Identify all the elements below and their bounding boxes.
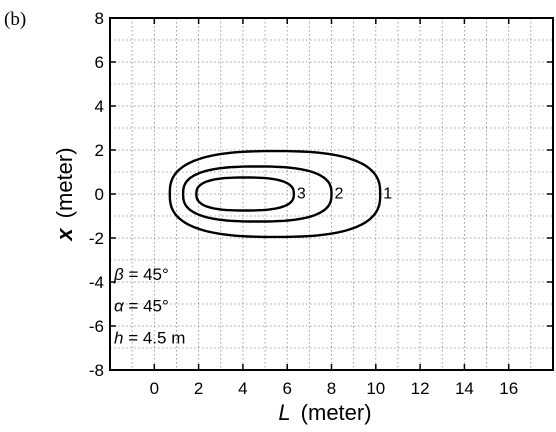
x-tick-labels: 0 2 4 6 8 10 12 14 16: [150, 379, 519, 398]
annotation-2: β = 45°: [113, 265, 169, 284]
annotation-1: α = 45°: [114, 297, 169, 316]
x-tick-label: 0: [150, 379, 159, 398]
y-tick-label: 8: [95, 9, 104, 28]
y-tick-label: -2: [89, 229, 104, 248]
annotation-var: h: [114, 329, 123, 348]
contour-lines: [168, 149, 382, 239]
annotation-value: = 45°: [124, 265, 169, 284]
x-tick-label: 2: [194, 379, 203, 398]
grid-lines: [110, 18, 553, 370]
y-tick-labels: -8 -6 -4 -2 0 2 4 6 8: [89, 9, 104, 380]
contour-label-3: 3: [297, 185, 306, 202]
contour-label-1: 1: [383, 185, 392, 202]
x-tick-label: 12: [411, 379, 430, 398]
annotation-value: = 4.5 m: [123, 329, 185, 348]
x-tick-label: 4: [238, 379, 247, 398]
x-axis-unit: (meter): [301, 400, 372, 425]
x-tick-label: 8: [327, 379, 336, 398]
x-tick-label: 14: [455, 379, 474, 398]
y-axis-unit: (meter): [52, 147, 77, 218]
annotation-value: = 45°: [124, 297, 169, 316]
parameter-annotations: h = 4.5 mα = 45°β = 45°: [113, 265, 185, 348]
contour-labels: 1 2 3: [297, 185, 392, 202]
y-axis-label: x (meter): [52, 147, 77, 241]
x-axis-label: L (meter): [278, 400, 371, 425]
x-tick-label: 16: [499, 379, 518, 398]
x-axis-var: L: [278, 400, 290, 425]
y-tick-label: -6: [89, 317, 104, 336]
y-tick-label: 2: [95, 141, 104, 160]
annotation-var: α: [114, 297, 125, 316]
contour-3: [195, 176, 295, 212]
annotation-0: h = 4.5 m: [114, 329, 185, 348]
panel-label: (b): [4, 9, 27, 30]
contour-1: [168, 149, 382, 239]
tick-marks: [110, 17, 553, 371]
y-tick-label: -4: [89, 273, 104, 292]
y-axis-var: x: [52, 228, 77, 242]
y-tick-label: -8: [89, 361, 104, 380]
y-tick-label: 6: [95, 53, 104, 72]
y-tick-label: 0: [95, 185, 104, 204]
annotation-var: β: [113, 265, 124, 284]
y-tick-label: 4: [95, 97, 104, 116]
contour-label-2: 2: [335, 185, 344, 202]
x-tick-label: 10: [366, 379, 385, 398]
x-tick-label: 6: [282, 379, 291, 398]
contour-2: [181, 165, 333, 223]
